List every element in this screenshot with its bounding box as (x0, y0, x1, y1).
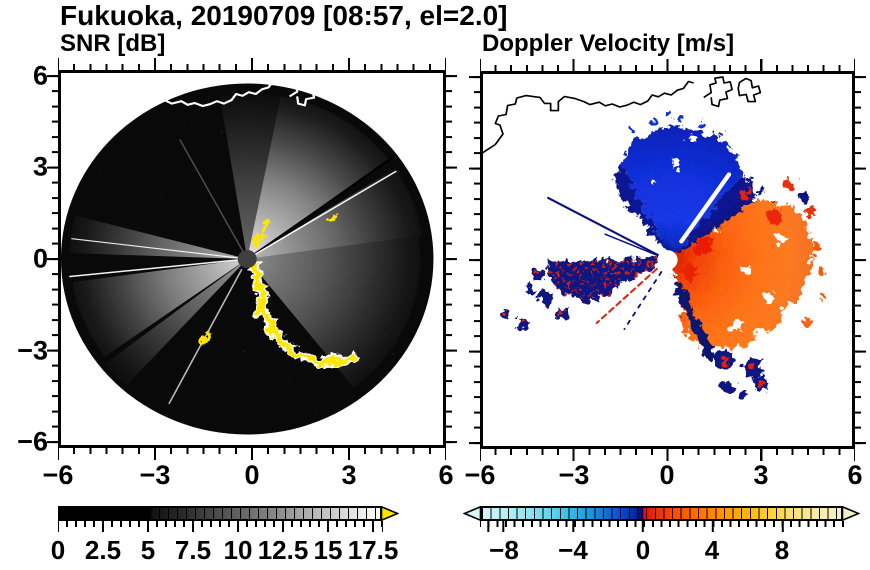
velocity-radar-image (483, 76, 825, 402)
coastline-left (61, 74, 350, 153)
velocity-x-tick-label: 3 (753, 460, 769, 490)
coastline-right (483, 76, 762, 154)
snr-colorbar-label: 7.5 (174, 535, 212, 565)
high-snr-yellow-echo (198, 217, 356, 373)
navy-west-wedge (498, 260, 668, 331)
velocity-right-major-ticks (855, 71, 866, 449)
snr-top-major-ticks (58, 58, 446, 70)
snr-right-major-ticks (446, 70, 457, 448)
velocity-colorbar-major-ticks (480, 521, 844, 532)
velocity-plot-frame (480, 71, 855, 449)
snr-left-major-ticks (47, 70, 58, 448)
snr-radar-image (61, 74, 434, 435)
velocity-colorbar-label: 0 (635, 535, 651, 565)
velocity-colorbar-over-arrow-icon (842, 506, 860, 521)
velocity-x-tick-label: −6 (464, 460, 496, 490)
velocity-bottom-major-ticks (480, 449, 855, 461)
snr-x-tick-label: 6 (438, 460, 454, 490)
velocity-colorbar-label: 4 (704, 535, 720, 565)
snr-colorbar-label: 2.5 (84, 535, 122, 565)
snr-colorbar-label: 17.5 (347, 535, 399, 565)
snr-plot-frame (58, 70, 446, 448)
velocity-x-tick-label: 0 (659, 460, 675, 490)
velocity-top-major-ticks (480, 59, 855, 71)
velocity-colorbar-under-arrow-icon (463, 506, 481, 521)
velocity-panel-title: Doppler Velocity [m/s] (482, 30, 735, 57)
snr-y-tick-label: −3 (17, 335, 48, 366)
velocity-colorbar-label: −8 (489, 535, 519, 565)
velocity-x-tick-label: 6 (847, 460, 863, 490)
snr-y-tick-label: −6 (17, 426, 48, 457)
snr-colorbar-label: 12.5 (257, 535, 309, 565)
away-radar-orange-fan (667, 179, 825, 373)
velocity-colorbar-label: 8 (774, 535, 790, 565)
velocity-colorbar-cell-separators (482, 508, 841, 519)
snr-y-tick-label: 0 (32, 243, 48, 274)
velocity-colorbar (480, 506, 843, 521)
radar-center-dot (237, 250, 257, 268)
snr-x-tick-label: 3 (341, 460, 357, 490)
snr-x-tick-label: −6 (42, 460, 74, 490)
snr-x-tick-label: 0 (244, 460, 260, 490)
snr-colorbar-over-arrow-icon (381, 506, 399, 521)
snr-y-tick-label: 3 (32, 151, 48, 182)
snr-bottom-major-ticks (58, 448, 446, 460)
toward-radar-blue-fan (609, 114, 753, 260)
snr-colorbar-major-ticks (58, 521, 383, 532)
figure-title: Fukuoka, 20190709 [08:57, el=2.0] (60, 0, 508, 31)
snr-y-tick-label: 6 (32, 60, 48, 91)
velocity-x-tick-label: −3 (558, 460, 590, 490)
snr-colorbar-label: 10 (223, 535, 253, 565)
snr-colorbar (58, 506, 382, 521)
snr-panel-title: SNR [dB] (60, 30, 166, 57)
snr-colorbar-label: 0 (50, 535, 66, 565)
velocity-thin-rays (547, 196, 669, 330)
velocity-colorbar-label: −4 (558, 535, 588, 565)
snr-colorbar-label: 5 (140, 535, 156, 565)
south-echo-blobs (712, 354, 767, 402)
snr-x-tick-label: −3 (139, 460, 171, 490)
velocity-left-major-ticks (469, 71, 480, 449)
snr-thin-rays (69, 139, 397, 405)
snr-colorbar-label: 15 (313, 535, 343, 565)
radar-center-blank (657, 250, 678, 270)
snr-colorbar-cell-separators (60, 508, 380, 519)
white-separator-ray (679, 172, 732, 244)
